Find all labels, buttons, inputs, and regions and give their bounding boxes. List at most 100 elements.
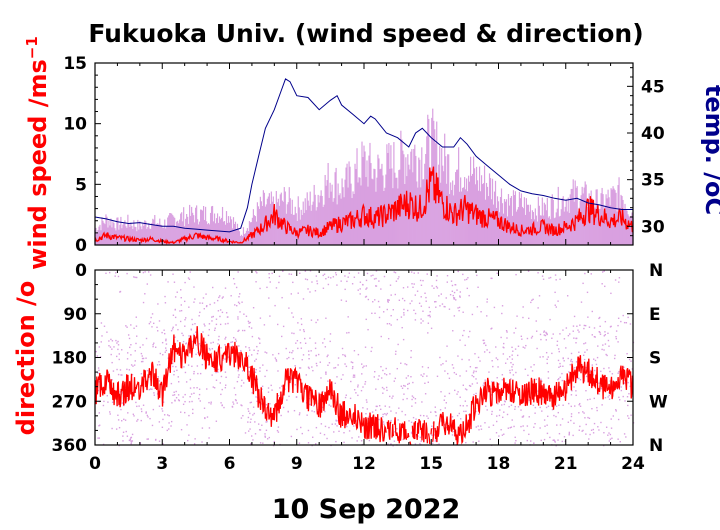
instant-direction-dot: [130, 442, 132, 445]
instant-direction-dot: [438, 443, 440, 445]
instant-direction-dot: [462, 273, 464, 276]
instant-direction-dot: [158, 364, 161, 366]
instant-direction-dot: [610, 325, 612, 328]
instant-direction-dot: [215, 318, 218, 320]
instant-direction-dot: [374, 299, 376, 301]
instant-direction-dot: [473, 370, 475, 372]
instant-direction-dot: [302, 354, 305, 356]
instant-direction-dot: [366, 287, 368, 289]
instant-direction-dot: [559, 333, 561, 335]
instant-direction-dot: [312, 369, 314, 372]
instant-direction-dot: [465, 441, 467, 444]
instant-direction-dot: [592, 432, 595, 434]
instant-direction-dot: [502, 416, 504, 419]
instant-direction-dot: [567, 421, 570, 423]
instant-direction-dot: [97, 389, 100, 392]
instant-direction-dot: [530, 301, 532, 304]
instant-direction-dot: [106, 395, 108, 397]
instant-direction-dot: [398, 299, 401, 301]
instant-direction-dot: [382, 415, 384, 418]
instant-direction-dot: [575, 390, 577, 392]
instant-direction-dot: [295, 396, 298, 398]
instant-direction-dot: [255, 368, 257, 371]
instant-direction-dot: [122, 435, 124, 437]
instant-direction-dot: [626, 396, 629, 398]
instant-direction-dot: [250, 418, 252, 420]
instant-direction-dot: [188, 414, 190, 417]
instant-direction-dot: [336, 425, 338, 427]
instant-direction-dot: [509, 427, 511, 429]
instant-direction-dot: [367, 328, 369, 331]
instant-direction-dot: [589, 433, 591, 436]
instant-direction-dot: [141, 355, 143, 357]
instant-direction-dot: [596, 409, 598, 412]
instant-direction-dot: [165, 343, 168, 345]
instant-direction-dot: [603, 367, 605, 370]
instant-direction-dot: [212, 286, 214, 289]
y2-tick-label: 45: [641, 77, 665, 97]
instant-direction-dot: [173, 391, 175, 393]
instant-direction-dot: [609, 370, 611, 373]
instant-direction-dot: [425, 436, 428, 438]
instant-direction-dot: [276, 429, 279, 432]
instant-direction-dot: [215, 323, 218, 326]
instant-direction-dot: [618, 370, 620, 373]
instant-direction-dot: [224, 371, 227, 373]
instant-direction-dot: [617, 324, 619, 327]
instant-direction-dot: [549, 318, 551, 321]
instant-direction-dot: [627, 404, 629, 407]
instant-direction-dot: [125, 430, 127, 433]
instant-direction-dot: [194, 438, 196, 440]
instant-direction-dot: [372, 301, 374, 303]
instant-direction-dot: [211, 347, 214, 350]
instant-direction-dot: [264, 433, 266, 435]
instant-direction-dot: [570, 419, 572, 422]
instant-direction-dot: [480, 428, 483, 430]
instant-direction-dot: [241, 301, 243, 303]
instant-direction-dot: [140, 408, 143, 410]
instant-direction-dot: [323, 433, 326, 436]
instant-direction-dot: [140, 373, 143, 375]
instant-direction-dot: [543, 334, 546, 336]
instant-direction-dot: [308, 357, 310, 360]
instant-direction-dot: [609, 438, 612, 440]
instant-direction-dot: [543, 330, 546, 332]
instant-direction-dot: [281, 296, 283, 299]
instant-direction-dot: [330, 405, 332, 407]
instant-direction-dot: [320, 423, 323, 425]
instant-direction-dot: [334, 382, 337, 384]
instant-direction-dot: [315, 426, 318, 429]
instant-direction-dot: [277, 370, 279, 372]
instant-direction-dot: [103, 400, 105, 403]
instant-direction-dot: [504, 400, 507, 403]
instant-direction-dot: [622, 314, 624, 317]
instant-direction-dot: [459, 396, 461, 398]
instant-direction-dot: [413, 283, 415, 285]
instant-direction-dot: [528, 317, 530, 320]
instant-direction-dot: [252, 406, 255, 408]
x-tick-label: 12: [352, 454, 376, 474]
instant-direction-dot: [299, 342, 302, 344]
instant-direction-dot: [340, 299, 343, 301]
instant-direction-dot: [611, 373, 614, 375]
instant-direction-dot: [375, 285, 378, 287]
instant-direction-dot: [117, 340, 119, 343]
instant-direction-dot: [182, 340, 185, 343]
instant-direction-dot: [211, 316, 213, 318]
instant-direction-dot: [427, 366, 429, 369]
instant-direction-dot: [215, 371, 217, 374]
instant-direction-dot: [172, 362, 174, 365]
instant-direction-dot: [304, 337, 306, 340]
instant-direction-dot: [496, 358, 499, 361]
instant-direction-dot: [592, 428, 595, 431]
instant-direction-dot: [294, 365, 296, 367]
instant-direction-dot: [188, 434, 190, 436]
instant-direction-dot: [394, 377, 397, 380]
instant-direction-dot: [413, 272, 415, 274]
compass-tick-label: N: [649, 261, 663, 281]
instant-direction-dot: [541, 410, 543, 412]
instant-direction-dot: [514, 348, 517, 350]
instant-direction-dot: [387, 300, 389, 302]
instant-direction-dot: [459, 375, 461, 377]
instant-direction-dot: [195, 344, 197, 346]
